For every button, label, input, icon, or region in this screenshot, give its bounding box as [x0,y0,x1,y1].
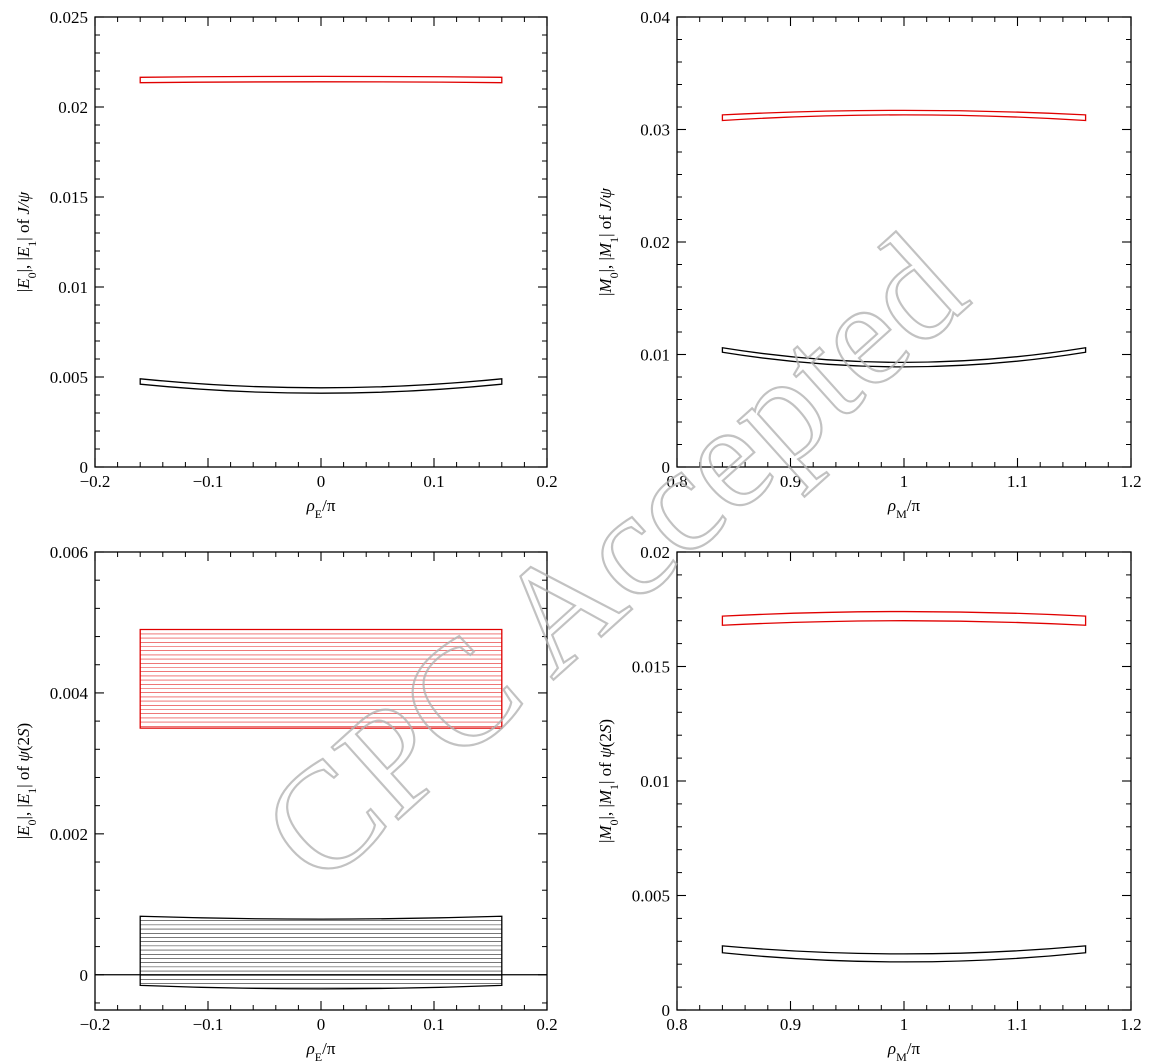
y-tick-label: 0 [80,458,89,477]
y-tick-label: 0.04 [640,8,670,27]
x-tick-label: −0.2 [80,472,111,491]
band-hatch-2 [140,916,502,989]
y-tick-label: 0.015 [632,658,670,677]
x-tick-label: −0.1 [193,472,224,491]
band-hatch-1 [140,629,502,727]
x-tick-label: 0.1 [423,1015,444,1034]
x-tick-label: 1.1 [1007,472,1028,491]
x-tick-label: 1.2 [1120,1015,1141,1034]
y-tick-label: 0.03 [640,121,670,140]
band-1 [721,610,1087,626]
y-tick-label: 0 [662,458,671,477]
x-tick-label: 1.1 [1007,1015,1028,1034]
x-tick-label: 0.8 [666,472,687,491]
y-tick-label: 0.02 [640,233,670,252]
plot-frame [94,16,548,468]
chart-panel-2: 0.8 0.9 1 1.1 1.2 0 0.01 0.02 0.03 0.04 ρM/π |M0|, … [596,8,1142,521]
chart-panel-3: −0.2 −0.1 0 0.1 0.2 0 0.002 0.004 0.006 ρE/π |E0|,… [14,543,558,1064]
y-tick-label: 0.02 [58,98,88,117]
x-axis-label: ρM/π [887,496,921,521]
y-tick-label: 0.01 [640,346,670,365]
x-tick-label: 0.1 [423,472,444,491]
y-tick-label: 0.002 [50,825,88,844]
x-axis-label: ρE/π [306,496,336,521]
y-tick-label: 0 [662,1001,671,1020]
y-tick-label: 0.01 [58,278,88,297]
y-tick-label: 0 [80,966,89,985]
y-tick-label: 0.025 [50,8,88,27]
band-2 [721,945,1087,963]
x-axis-label: ρM/π [887,1039,921,1064]
band-1 [139,75,503,84]
y-axis-label: |M0|, |M1| of ψ(2S) [596,719,621,843]
x-tick-label: 1 [900,472,909,491]
y-tick-label: 0.005 [50,368,88,387]
band-2 [139,378,503,394]
x-tick-label: 0.9 [780,1015,801,1034]
y-tick-label: 0.005 [632,887,670,906]
y-axis-label: |E0|, |E1| of J/ψ [14,191,39,292]
x-tick-label: 0 [317,1015,326,1034]
y-tick-label: 0.004 [50,684,89,703]
chart-panel-1: −0.2 −0.1 0 0.1 0.2 0 0.005 0.01 0.015 0.02 0.025 ρ… [14,8,558,521]
x-tick-label: 0.9 [780,472,801,491]
band-2 [139,915,503,990]
chart-panel-4: 0.8 0.9 1 1.1 1.2 0 0.005 0.01 0.015 0.02 ρM/π |M0|… [596,543,1142,1064]
band-1 [721,109,1087,122]
x-tick-label: 1 [900,1015,909,1034]
y-axis-label: |E0|, |E1| of ψ(2S) [14,723,39,839]
y-tick-label: 0.006 [50,543,88,562]
x-tick-label: 0.8 [666,1015,687,1034]
y-tick-label: 0.01 [640,772,670,791]
y-tick-label: 0.02 [640,543,670,562]
x-tick-label: −0.1 [193,1015,224,1034]
x-tick-label: 1.2 [1120,472,1141,491]
y-axis-label: |M0|, |M1| of J/ψ [596,188,621,296]
band-2 [721,346,1087,368]
x-axis-label: ρE/π [306,1039,336,1064]
x-tick-label: 0 [317,472,326,491]
x-tick-label: −0.2 [80,1015,111,1034]
y-tick-label: 0.015 [50,188,88,207]
x-tick-label: 0.2 [536,472,557,491]
band-1 [139,628,503,729]
x-tick-label: 0.2 [536,1015,557,1034]
